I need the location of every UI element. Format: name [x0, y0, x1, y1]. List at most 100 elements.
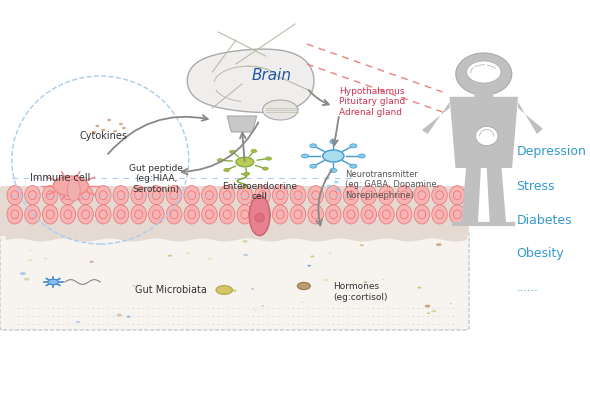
- Ellipse shape: [343, 205, 359, 224]
- Ellipse shape: [96, 186, 111, 205]
- Ellipse shape: [261, 305, 264, 306]
- Ellipse shape: [113, 186, 129, 205]
- Ellipse shape: [90, 261, 94, 263]
- Ellipse shape: [335, 189, 340, 192]
- Ellipse shape: [25, 205, 40, 224]
- Ellipse shape: [450, 205, 465, 224]
- Ellipse shape: [266, 157, 271, 160]
- Ellipse shape: [78, 205, 93, 224]
- Ellipse shape: [251, 150, 257, 153]
- Text: Neurotransmitter
(eg: GABA, Dopamine,
Norepinephrine): Neurotransmitter (eg: GABA, Dopamine, No…: [345, 170, 440, 200]
- Ellipse shape: [107, 119, 111, 121]
- Ellipse shape: [19, 272, 26, 275]
- Ellipse shape: [78, 186, 93, 205]
- Text: Immune cell: Immune cell: [30, 173, 90, 183]
- Ellipse shape: [255, 186, 270, 205]
- Ellipse shape: [450, 186, 465, 205]
- Ellipse shape: [113, 205, 129, 224]
- Ellipse shape: [132, 285, 136, 287]
- Ellipse shape: [149, 186, 164, 205]
- Ellipse shape: [202, 205, 217, 224]
- Ellipse shape: [455, 53, 512, 95]
- Ellipse shape: [310, 164, 317, 168]
- Ellipse shape: [7, 205, 22, 224]
- Ellipse shape: [330, 140, 337, 144]
- Ellipse shape: [237, 205, 253, 224]
- Ellipse shape: [308, 205, 323, 224]
- Ellipse shape: [323, 279, 328, 281]
- Ellipse shape: [290, 186, 306, 205]
- Ellipse shape: [436, 243, 442, 246]
- Ellipse shape: [166, 186, 182, 205]
- Ellipse shape: [361, 205, 376, 224]
- FancyBboxPatch shape: [474, 87, 493, 98]
- Text: Gut Microbiata: Gut Microbiata: [135, 285, 207, 295]
- Ellipse shape: [326, 186, 341, 205]
- Ellipse shape: [219, 205, 235, 224]
- Polygon shape: [461, 168, 481, 224]
- Ellipse shape: [358, 154, 365, 158]
- Ellipse shape: [184, 186, 199, 205]
- Ellipse shape: [361, 186, 376, 205]
- Ellipse shape: [67, 179, 80, 201]
- Ellipse shape: [166, 205, 182, 224]
- Ellipse shape: [308, 186, 323, 205]
- Ellipse shape: [131, 205, 146, 224]
- Polygon shape: [450, 97, 518, 168]
- Ellipse shape: [307, 265, 311, 267]
- Ellipse shape: [254, 310, 257, 311]
- Ellipse shape: [330, 168, 337, 172]
- Ellipse shape: [396, 205, 412, 224]
- Ellipse shape: [242, 240, 248, 242]
- Text: Diabetes: Diabetes: [516, 214, 572, 226]
- Polygon shape: [518, 102, 543, 134]
- Ellipse shape: [255, 213, 264, 222]
- Ellipse shape: [273, 186, 288, 205]
- Ellipse shape: [126, 316, 130, 318]
- Ellipse shape: [450, 303, 453, 304]
- Ellipse shape: [243, 254, 248, 256]
- Ellipse shape: [250, 196, 270, 236]
- Ellipse shape: [42, 186, 58, 205]
- Ellipse shape: [427, 312, 430, 314]
- Polygon shape: [487, 168, 506, 224]
- Ellipse shape: [219, 186, 235, 205]
- Ellipse shape: [364, 281, 367, 283]
- Ellipse shape: [343, 186, 359, 205]
- Ellipse shape: [122, 127, 126, 129]
- Text: Brain: Brain: [251, 68, 291, 84]
- Ellipse shape: [350, 164, 357, 168]
- Ellipse shape: [379, 205, 394, 224]
- Ellipse shape: [224, 168, 230, 172]
- Ellipse shape: [42, 205, 58, 224]
- Ellipse shape: [60, 205, 76, 224]
- Ellipse shape: [467, 61, 501, 83]
- Ellipse shape: [48, 279, 58, 285]
- Ellipse shape: [207, 258, 213, 260]
- Ellipse shape: [149, 205, 164, 224]
- Ellipse shape: [432, 205, 447, 224]
- Ellipse shape: [44, 258, 48, 260]
- Ellipse shape: [236, 157, 254, 167]
- Ellipse shape: [7, 186, 22, 205]
- Ellipse shape: [310, 144, 317, 148]
- Text: Obesity: Obesity: [516, 248, 564, 260]
- Ellipse shape: [297, 282, 310, 290]
- Text: Hormones
(eg:cortisol): Hormones (eg:cortisol): [333, 282, 388, 302]
- Ellipse shape: [92, 131, 97, 133]
- Ellipse shape: [53, 176, 88, 196]
- Polygon shape: [422, 102, 450, 134]
- Ellipse shape: [113, 130, 117, 132]
- Ellipse shape: [24, 278, 30, 281]
- Ellipse shape: [327, 185, 332, 187]
- Ellipse shape: [251, 288, 254, 290]
- Text: ......: ......: [516, 283, 538, 293]
- Ellipse shape: [350, 144, 357, 148]
- Ellipse shape: [382, 278, 384, 280]
- Text: Stress: Stress: [516, 180, 555, 192]
- Ellipse shape: [326, 205, 341, 224]
- Ellipse shape: [25, 186, 40, 205]
- Ellipse shape: [101, 129, 105, 131]
- Ellipse shape: [237, 186, 253, 205]
- Ellipse shape: [396, 186, 412, 205]
